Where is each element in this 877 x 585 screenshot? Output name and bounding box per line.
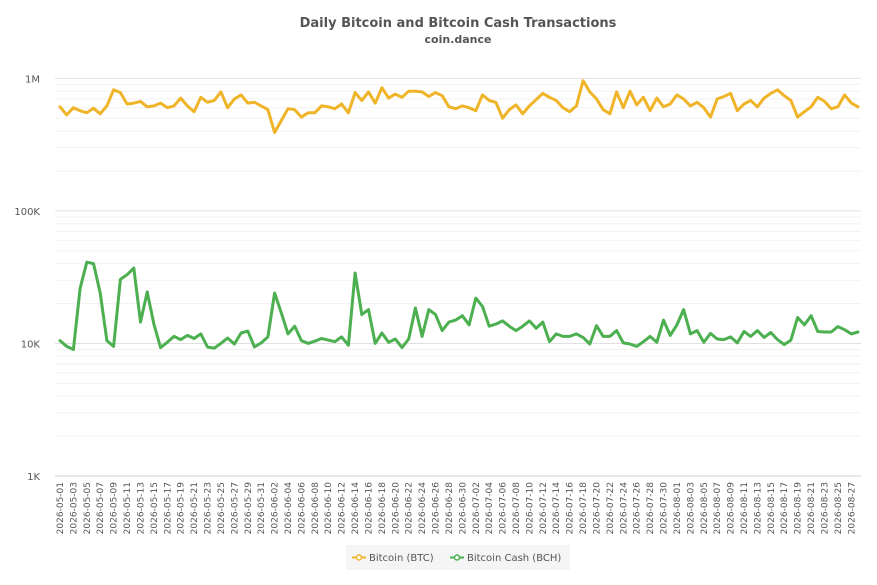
x-tick-label: 2026-06-26 — [432, 482, 442, 535]
x-tick-label: 2026-08-27 — [847, 482, 857, 534]
x-tick-label: 2026-05-15 — [150, 482, 160, 534]
x-tick-label: 2026-05-05 — [83, 482, 93, 534]
x-tick-label: 2026-08-21 — [807, 482, 817, 534]
legend-item-btc[interactable]: Bitcoin (BTC) — [352, 553, 434, 564]
x-tick-label: 2026-06-18 — [378, 482, 388, 535]
x-tick-label: 2026-05-29 — [244, 482, 254, 535]
x-tick-label: 2026-08-05 — [700, 482, 710, 534]
y-tick-label: 1K — [27, 472, 40, 483]
chart-title: Daily Bitcoin and Bitcoin Cash Transacti… — [300, 16, 617, 31]
x-tick-label: 2026-08-03 — [686, 482, 696, 534]
x-tick-label: 2026-06-04 — [284, 482, 294, 535]
legend-label-btc: Bitcoin (BTC) — [369, 553, 434, 564]
x-tick-label: 2026-07-04 — [485, 482, 495, 535]
x-tick-label: 2026-06-22 — [405, 482, 415, 534]
x-tick-label: 2026-08-07 — [713, 482, 723, 534]
x-tick-label: 2026-06-20 — [391, 482, 401, 535]
series-line-bch[interactable] — [58, 260, 860, 351]
x-tick-label: 2026-07-18 — [579, 482, 589, 535]
x-tick-label: 2026-06-24 — [418, 482, 428, 535]
legend-marker-btc — [355, 554, 363, 561]
x-tick-label: 2026-08-09 — [727, 482, 737, 535]
x-tick-label: 2026-07-30 — [660, 482, 670, 535]
grid-lines — [55, 77, 861, 477]
x-tick-label: 2026-05-21 — [190, 482, 200, 534]
x-tick-label: 2026-05-03 — [69, 482, 79, 534]
y-axis: 1K 10K 100K 1M — [14, 74, 40, 483]
x-tick-label: 2026-06-30 — [458, 482, 468, 535]
x-axis: 2026-05-01 2026-05-03 2026-05-05 2026-05-07… — [55, 475, 861, 535]
x-tick-label: 2026-08-13 — [753, 482, 763, 534]
series-lines — [58, 79, 860, 351]
x-tick-label: 2026-08-23 — [820, 482, 830, 534]
x-tick-label: 2026-06-16 — [364, 482, 374, 535]
legend-item-bch[interactable]: Bitcoin Cash (BCH) — [450, 553, 561, 564]
x-tick-label: 2026-07-26 — [633, 482, 643, 535]
x-tick-label: 2026-08-19 — [794, 482, 804, 535]
x-tick-label: 2026-06-14 — [351, 482, 361, 535]
x-tick-label: 2026-07-08 — [512, 482, 522, 535]
x-tick-label: 2026-05-13 — [136, 482, 146, 534]
x-tick-label: 2026-06-08 — [311, 482, 321, 535]
x-tick-label: 2026-05-09 — [110, 482, 120, 535]
y-tick-label: 100K — [14, 207, 40, 218]
x-tick-label: 2026-05-31 — [257, 482, 267, 534]
legend-marker-bch — [453, 554, 461, 561]
x-tick-label: 2026-05-11 — [123, 482, 133, 534]
x-tick-label: 2026-07-14 — [552, 482, 562, 535]
x-tick-label: 2026-07-20 — [592, 482, 602, 535]
x-tick-label: 2026-07-06 — [499, 482, 509, 535]
x-tick-label: 2026-06-02 — [271, 482, 281, 534]
legend: Bitcoin (BTC) Bitcoin Cash (BCH) — [346, 545, 570, 570]
y-tick-label: 10K — [21, 339, 41, 350]
x-tick-label: 2026-07-28 — [646, 482, 656, 535]
x-tick-label: 2026-06-12 — [338, 482, 348, 534]
x-tick-label: 2026-05-23 — [204, 482, 214, 534]
x-tick-label: 2026-08-11 — [740, 482, 750, 534]
x-tick-label: 2026-08-17 — [780, 482, 790, 534]
y-tick-label: 1M — [25, 74, 40, 85]
x-tick-label: 2026-05-07 — [96, 482, 106, 534]
x-tick-label: 2026-06-06 — [297, 482, 307, 535]
legend-label-bch: Bitcoin Cash (BCH) — [467, 553, 561, 564]
x-tick-label: 2026-08-25 — [834, 482, 844, 534]
x-tick-label: 2026-06-28 — [445, 482, 455, 535]
x-tick-label: 2026-08-15 — [767, 482, 777, 534]
x-tick-label: 2026-05-27 — [230, 482, 240, 534]
x-tick-label: 2026-07-10 — [525, 482, 535, 535]
x-tick-label: 2026-05-17 — [163, 482, 173, 534]
x-tick-label: 2026-08-01 — [673, 482, 683, 534]
x-tick-label: 2026-07-16 — [566, 482, 576, 535]
chart-subtitle: coin.dance — [425, 33, 492, 46]
series-line-btc[interactable] — [58, 79, 860, 134]
x-tick-label: 2026-05-25 — [217, 482, 227, 534]
x-tick-label: 2026-06-10 — [324, 482, 334, 535]
x-tick-label: 2026-07-02 — [472, 482, 482, 534]
x-tick-label: 2026-05-01 — [56, 482, 66, 534]
x-tick-label: 2026-07-22 — [606, 482, 616, 534]
x-tick-label: 2026-07-24 — [619, 482, 629, 535]
x-tick-label: 2026-05-19 — [177, 482, 187, 535]
x-tick-label: 2026-07-12 — [539, 482, 549, 534]
